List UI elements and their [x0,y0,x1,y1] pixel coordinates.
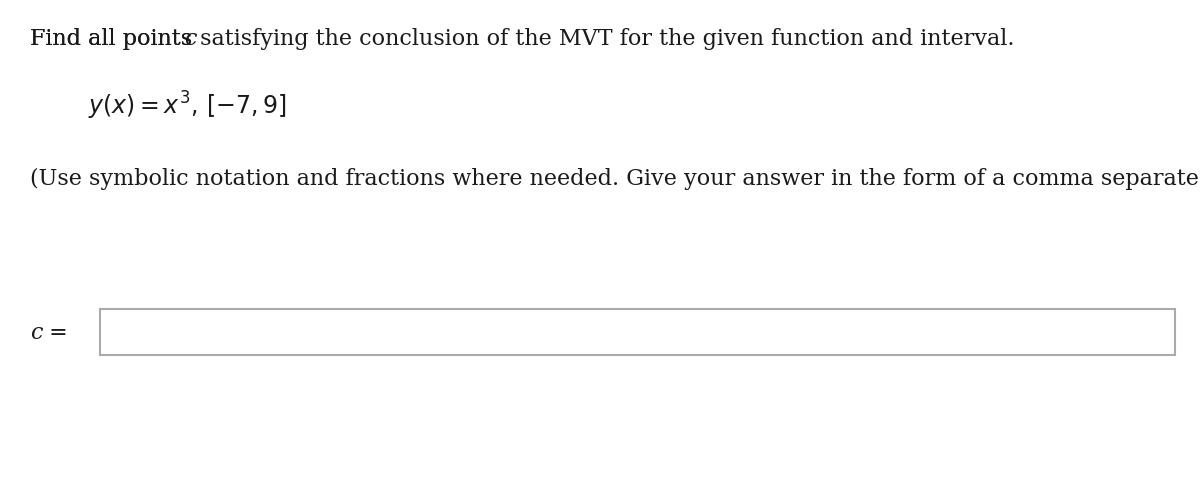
Text: satisfying the conclusion of the MVT for the given function and interval.: satisfying the conclusion of the MVT for… [193,28,1014,50]
Text: c: c [30,321,42,343]
Text: c: c [184,28,197,50]
Text: =: = [42,321,67,343]
Text: $y(x) = x^3,\,[-7, 9]$: $y(x) = x^3,\,[-7, 9]$ [88,90,287,122]
Text: Find all points: Find all points [30,28,199,50]
Bar [100,309,1175,355]
Text: (Use symbolic notation and fractions where needed. Give your answer in the form : (Use symbolic notation and fractions whe… [30,168,1200,190]
Text: Find all points: Find all points [30,28,199,50]
